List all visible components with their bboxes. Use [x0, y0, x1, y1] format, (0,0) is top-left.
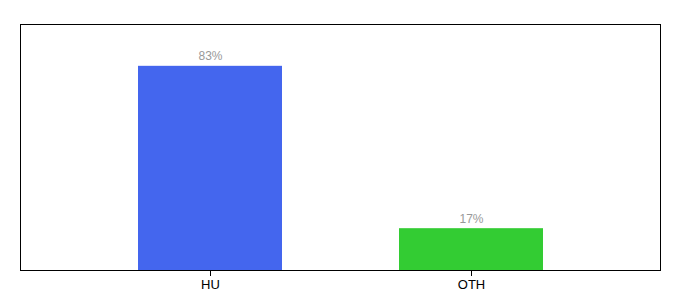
- svg-text:83%: 83%: [198, 49, 222, 63]
- svg-text:OTH: OTH: [458, 277, 485, 292]
- svg-text:HU: HU: [201, 277, 220, 292]
- svg-text:17%: 17%: [459, 212, 483, 226]
